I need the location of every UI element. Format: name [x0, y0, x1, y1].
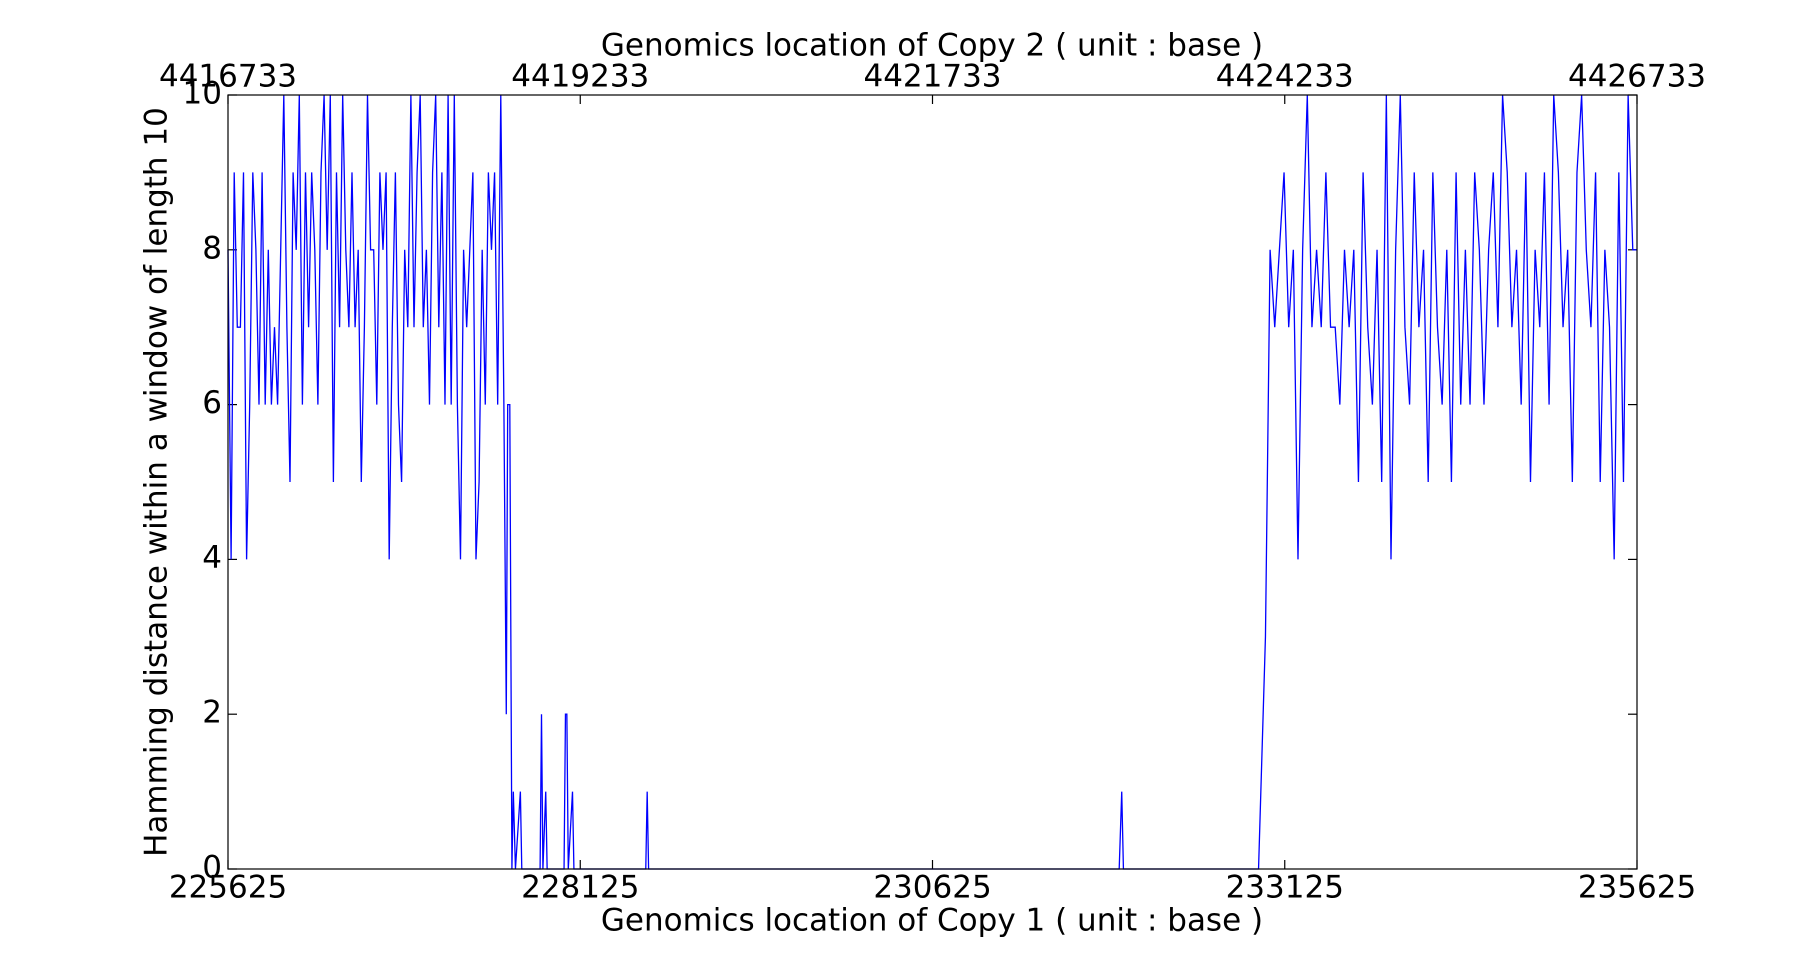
x2-tick-label: 4424233 — [1216, 59, 1354, 95]
x-tick-label: 230625 — [873, 870, 991, 906]
data-line — [227, 94, 1637, 870]
x-tick-label: 225625 — [169, 870, 287, 906]
y-tick-label: 4 — [202, 540, 222, 576]
y-tick-label: 8 — [202, 230, 222, 266]
x-axis-label: Genomics location of Copy 1 ( unit : bas… — [601, 903, 1263, 939]
x2-axis-label: Genomics location of Copy 2 ( unit : bas… — [601, 28, 1263, 64]
x2-tick-label: 4419233 — [511, 59, 649, 95]
y-tick-label: 10 — [183, 76, 222, 112]
x2-tick-label: 4426733 — [1568, 59, 1706, 95]
y-tick-label: 2 — [202, 695, 222, 731]
x-tick-label: 233125 — [1226, 870, 1344, 906]
x-tick-label: 228125 — [521, 870, 639, 906]
x2-tick-label: 4416733 — [159, 59, 297, 95]
y-axis-label: Hamming distance within a window of leng… — [139, 107, 175, 857]
y-tick-label: 0 — [202, 850, 222, 886]
y-tick-label: 6 — [202, 385, 222, 421]
plot-frame — [227, 94, 1638, 870]
x2-tick-label: 4421733 — [863, 59, 1001, 95]
x-tick-label: 235625 — [1578, 870, 1696, 906]
